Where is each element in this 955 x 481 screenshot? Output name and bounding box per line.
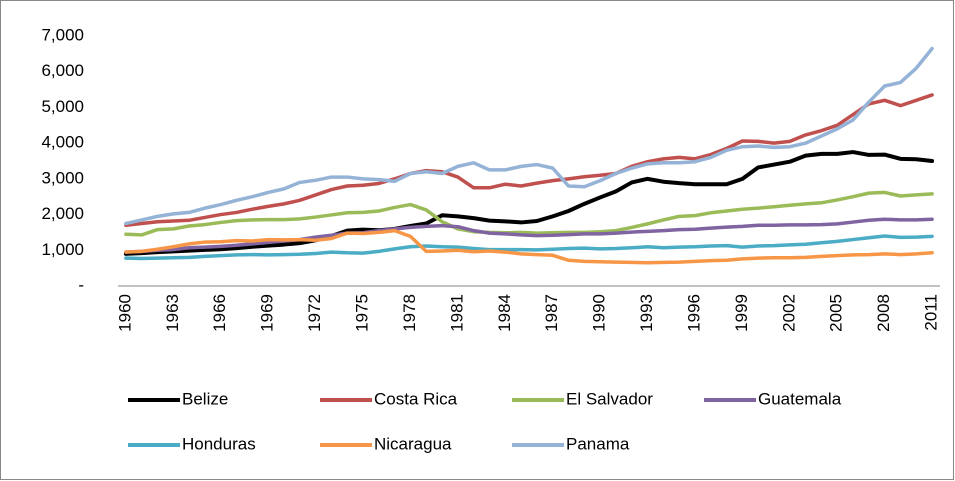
y-tick-label: - (78, 275, 84, 294)
series-line (124, 228, 934, 265)
x-tick-label: 2002 (779, 294, 798, 332)
y-tick-label: 2,000 (41, 204, 84, 223)
x-tick-label: 1969 (258, 294, 277, 332)
series-line (124, 46, 934, 226)
x-tick-label: 1993 (637, 294, 656, 332)
x-tick-label: 1978 (400, 294, 419, 332)
x-tick-label: 1999 (732, 294, 751, 332)
legend-label: El Salvador (566, 389, 653, 408)
x-tick-label: 1975 (353, 294, 372, 332)
x-tick-label: 1990 (590, 294, 609, 332)
x-tick-label: 2005 (827, 294, 846, 332)
legend-label: Nicaragua (374, 434, 452, 453)
series-line (124, 93, 934, 228)
y-tick-label: 3,000 (41, 168, 84, 187)
x-tick-label: 1966 (210, 294, 229, 332)
x-tick-label: 1972 (305, 294, 324, 332)
series-line (124, 217, 934, 254)
y-tick-label: 1,000 (41, 240, 84, 259)
legend-label: Honduras (182, 434, 256, 453)
x-tick-label: 2008 (874, 294, 893, 332)
legend-label: Guatemala (758, 389, 842, 408)
y-tick-label: 5,000 (41, 97, 84, 116)
x-tick-label: 2011 (922, 294, 941, 331)
legend-label: Panama (566, 434, 630, 453)
series-line (124, 234, 934, 261)
x-tick-label: 1987 (542, 294, 561, 332)
y-tick-label: 4,000 (41, 133, 84, 152)
y-tick-label: 6,000 (41, 61, 84, 80)
x-tick-label: 1996 (684, 294, 703, 332)
y-tick-label: 7,000 (41, 25, 84, 44)
series-line (123, 150, 935, 256)
series-line (124, 190, 934, 237)
legend-label: Belize (182, 389, 228, 408)
x-tick-label: 1960 (115, 294, 134, 332)
x-tick-label: 1981 (447, 294, 466, 332)
x-tick-label: 1984 (495, 294, 514, 332)
legend-label: Costa Rica (374, 389, 458, 408)
x-tick-label: 1963 (163, 294, 182, 332)
